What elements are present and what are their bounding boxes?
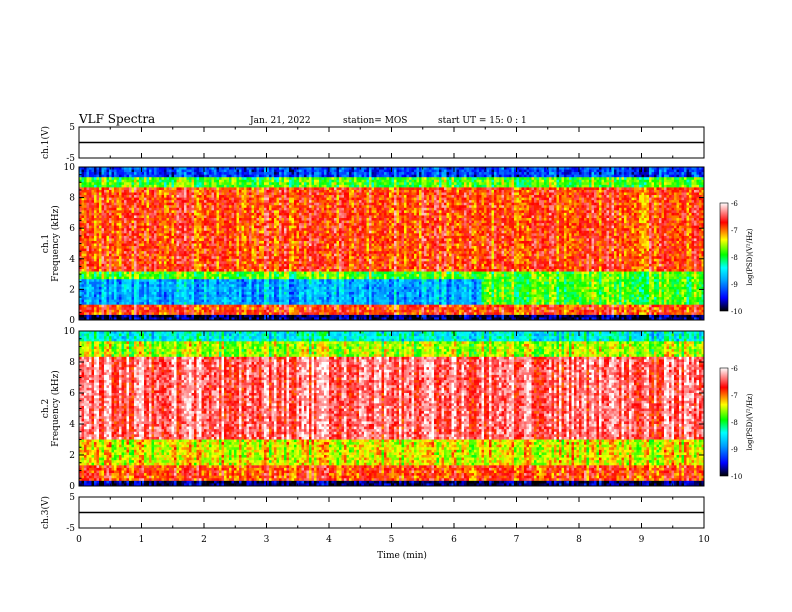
x-tick-label: 0	[76, 535, 82, 545]
time-axis: 0 1 2 3 4 5 6 7 8 9 10	[76, 535, 710, 545]
colorbar-gradient	[719, 202, 729, 312]
y-tick-label: -5	[66, 524, 75, 534]
ch3-waveform-panel: 5 -5 ch.3(V)	[40, 493, 705, 534]
y-tick-label: 6	[69, 224, 75, 234]
y-axis-label: Frequency (kHz)	[50, 205, 61, 282]
start-time-label: start UT = 15: 0 : 1	[438, 116, 527, 126]
colorbar-tick-label: -7	[731, 227, 738, 235]
ch1-waveform-panel: 5 -5 ch.1(V)	[40, 123, 705, 164]
ch1-colorbar: -6 -7 -8 -9 -10 log(PSD)(V²/Hz)	[719, 200, 754, 316]
y-tick-label: 10	[64, 327, 76, 337]
ch2-colorbar: -6 -7 -8 -9 -10 log(PSD)(V²/Hz)	[719, 365, 754, 481]
x-tick-label: 1	[139, 535, 145, 545]
x-tick-label: 8	[576, 535, 582, 545]
y-axis-label: ch.3(V)	[40, 496, 51, 529]
colorbar-tick-label: -6	[731, 365, 738, 373]
x-tick-label: 3	[264, 535, 270, 545]
y-tick-label: 4	[69, 255, 75, 265]
colorbar-tick-label: -10	[731, 473, 742, 481]
colorbar-tick-label: -9	[731, 281, 738, 289]
y-tick-label: 2	[69, 451, 75, 461]
colorbar-tick-label: -8	[731, 419, 738, 427]
x-tick-label: 10	[698, 535, 710, 545]
station-label: station= MOS	[343, 116, 407, 126]
y-tick-label: 8	[69, 358, 75, 368]
colorbar-tick-label: -7	[731, 392, 738, 400]
colorbar-tick-label: -9	[731, 446, 738, 454]
channel-label: ch.2	[41, 399, 51, 418]
figure-title: VLF Spectra	[78, 112, 155, 126]
spectrogram-image	[79, 331, 705, 487]
x-axis-label: Time (min)	[377, 550, 427, 561]
x-tick-label: 2	[201, 535, 207, 545]
colorbar-tick-label: -10	[731, 308, 742, 316]
x-tick-label: 6	[451, 535, 457, 545]
x-tick-label: 7	[514, 535, 520, 545]
y-axis-label: Frequency (kHz)	[50, 370, 61, 447]
y-tick-label: -5	[66, 154, 75, 164]
colorbar-label: log(PSD)(V²/Hz)	[746, 393, 754, 450]
y-tick-label: 2	[69, 285, 75, 295]
spectrogram-image	[79, 167, 705, 321]
x-tick-label: 5	[389, 535, 395, 545]
y-tick-label: 5	[69, 123, 75, 133]
ch2-spectrogram-panel: 0 2 4 6 8 10 ch.2 Frequency (kHz)	[41, 327, 705, 492]
y-tick-label: 0	[69, 316, 75, 326]
colorbar-gradient	[719, 367, 729, 477]
colorbar-tick-label: -8	[731, 254, 738, 262]
colorbar-label: log(PSD)(V²/Hz)	[746, 228, 754, 285]
y-tick-label: 0	[69, 482, 75, 492]
channel-label: ch.1	[41, 234, 51, 253]
y-axis-label: ch.1(V)	[40, 126, 51, 159]
ch1-spectrogram-panel: 0 2 4 6 8 10 ch.1 Frequency (kHz)	[41, 163, 705, 326]
y-tick-label: 4	[69, 420, 75, 430]
x-tick-label: 9	[639, 535, 645, 545]
x-tick-label: 4	[326, 535, 332, 545]
y-tick-label: 6	[69, 389, 75, 399]
colorbar-tick-label: -6	[731, 200, 738, 208]
y-tick-label: 10	[64, 163, 76, 173]
y-tick-label: 5	[69, 493, 75, 503]
date-label: Jan. 21, 2022	[249, 116, 311, 126]
y-tick-label: 8	[69, 194, 75, 204]
